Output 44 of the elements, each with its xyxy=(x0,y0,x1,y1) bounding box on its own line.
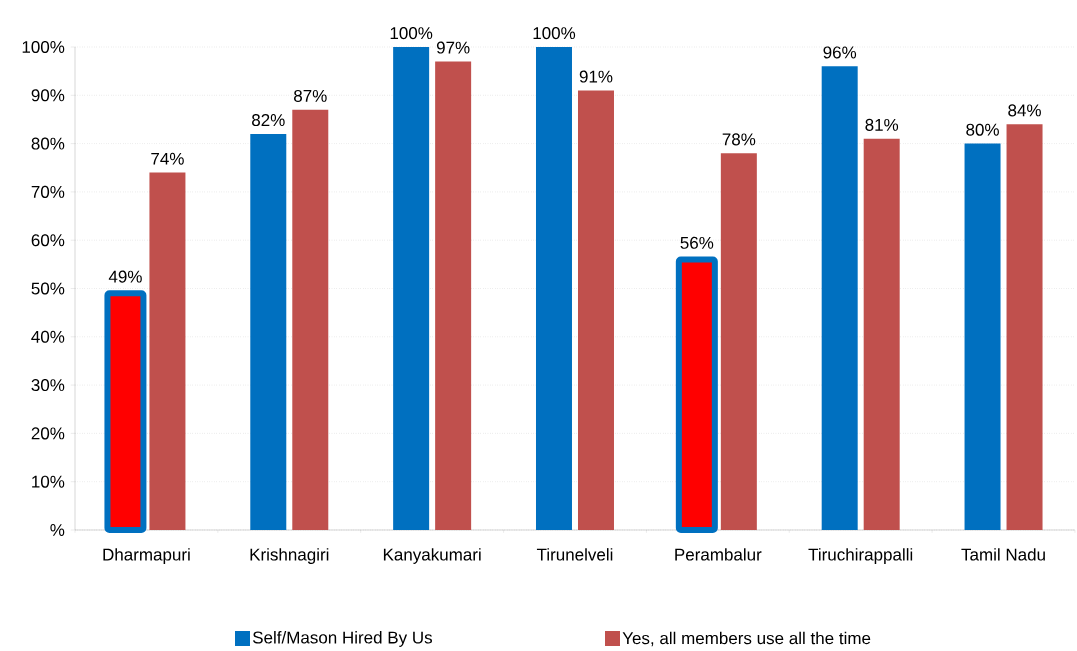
y-tick-label: 20% xyxy=(31,427,65,440)
bar xyxy=(863,138,900,530)
legend-label: Yes, all members use all the time xyxy=(622,631,871,647)
x-tick-label: Tirunelveli xyxy=(536,548,613,561)
bar xyxy=(821,66,858,530)
data-label: 100% xyxy=(390,27,433,40)
x-tick-label: Perambalur xyxy=(675,548,762,561)
bar xyxy=(250,133,287,530)
y-tick-label: 30% xyxy=(31,379,65,392)
data-label: 87% xyxy=(294,89,327,102)
bar xyxy=(964,143,1001,530)
x-tick-label: Dharmapuri xyxy=(103,548,190,564)
data-label: 91% xyxy=(579,70,613,83)
data-label: 96% xyxy=(823,46,857,59)
y-tick-label: 70% xyxy=(31,185,65,198)
legend-label: Self/Mason Hired By Us xyxy=(252,631,433,647)
bar xyxy=(435,61,472,530)
y-tick-label: 90% xyxy=(31,89,65,102)
data-label: 78% xyxy=(722,133,756,146)
y-tick-label: 100% xyxy=(22,40,65,54)
y-tick-label: 80% xyxy=(31,137,65,150)
data-label: 56% xyxy=(680,236,714,249)
y-tick-label: 10% xyxy=(32,475,65,488)
data-label: 80% xyxy=(966,123,999,136)
data-label: 100% xyxy=(533,27,576,40)
x-tick-label: Tiruchirappalli xyxy=(808,548,913,564)
bar xyxy=(1006,124,1043,530)
data-label: 74% xyxy=(151,152,184,165)
data-label: 49% xyxy=(108,270,142,283)
x-tick-label: Tamil Nadu xyxy=(961,548,1045,561)
y-tick-label: 40% xyxy=(31,330,65,343)
data-label: 97% xyxy=(436,41,470,54)
data-label: 81% xyxy=(865,118,899,131)
y-tick-label: 60% xyxy=(31,234,65,247)
y-tick-label: 50% xyxy=(31,282,65,295)
data-label: 84% xyxy=(1008,104,1041,117)
x-tick-label: Kanyakumari xyxy=(383,548,481,564)
y-tick-label: % xyxy=(50,524,65,536)
x-tick-label: Krishnagiri xyxy=(250,548,329,564)
bar xyxy=(535,46,572,530)
bar xyxy=(577,90,614,530)
bar xyxy=(393,46,430,530)
bar xyxy=(292,109,329,530)
data-label: 82% xyxy=(252,114,285,127)
